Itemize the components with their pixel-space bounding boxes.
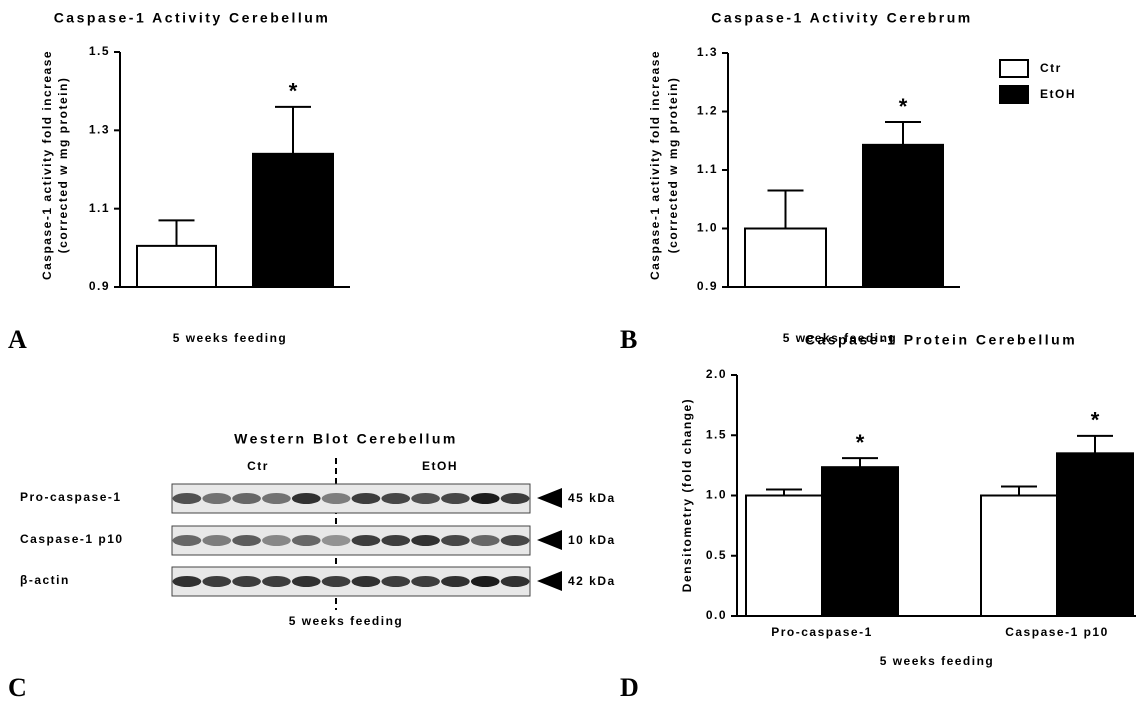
x-axis-label: 5 weeks feeding [289, 614, 404, 628]
x-tick-label: Caspase-1 p10 [1005, 625, 1109, 639]
band [292, 535, 321, 546]
band [173, 493, 202, 504]
y-tick-label: 1.3 [697, 45, 718, 59]
band [411, 576, 440, 587]
y-tick-label: 0.0 [706, 608, 727, 622]
row-label: Pro-caspase-1 [20, 490, 122, 504]
page: A B C D Western Blot Cerebellum Ctr EtOH… [0, 0, 1139, 701]
size-label: 45 kDa [568, 491, 616, 505]
band [411, 535, 440, 546]
y-tick-label: 0.9 [697, 279, 718, 293]
band [441, 493, 470, 504]
band [292, 493, 321, 504]
row-label: Caspase-1 p10 [20, 532, 124, 546]
y-tick-label: 1.5 [706, 427, 727, 441]
band [381, 535, 410, 546]
band [262, 535, 291, 546]
legend-label: EtOH [1040, 87, 1076, 101]
band [262, 576, 291, 587]
y-axis-label: (corrected w mg protein) [666, 77, 680, 254]
y-axis-label: Caspase-1 activity fold increase [40, 50, 54, 280]
band [262, 493, 291, 504]
chart-title: Caspase-1 Protein Cerebellum [805, 332, 1077, 348]
band [471, 535, 500, 546]
band [471, 493, 500, 504]
band [292, 576, 321, 587]
significance: * [856, 430, 865, 455]
y-tick-label: 1.2 [697, 104, 718, 118]
group-label: EtOH [422, 459, 458, 473]
bar [981, 496, 1057, 617]
legend-swatch [1000, 86, 1028, 103]
significance: * [899, 94, 908, 119]
band [352, 576, 381, 587]
y-tick-label: 1.1 [89, 201, 110, 215]
bar [863, 145, 943, 287]
bar [822, 467, 898, 616]
band [232, 493, 261, 504]
y-axis-label: Densitometry (fold change) [680, 398, 694, 592]
panel-label: A [8, 325, 27, 354]
row-label: β-actin [20, 573, 70, 587]
bar [137, 246, 216, 287]
band [471, 576, 500, 587]
y-tick-label: 0.9 [89, 279, 110, 293]
figure: A B C D Western Blot Cerebellum Ctr EtOH… [0, 0, 1139, 701]
band [441, 535, 470, 546]
legend-label: Ctr [1040, 61, 1062, 75]
band [202, 493, 231, 504]
band [501, 493, 530, 504]
blot-title: Western Blot Cerebellum [234, 431, 458, 447]
size-label: 10 kDa [568, 533, 616, 547]
band [441, 576, 470, 587]
bar [746, 496, 822, 617]
y-tick-label: 1.5 [89, 44, 110, 58]
band [322, 576, 351, 587]
arrowhead [537, 488, 562, 508]
size-label: 42 kDa [568, 574, 616, 588]
band [232, 535, 261, 546]
y-tick-label: 0.5 [706, 548, 727, 562]
group-label: Ctr [247, 459, 269, 473]
band [202, 535, 231, 546]
bar [1057, 453, 1133, 616]
chart-title: Caspase-1 Activity Cerebellum [54, 10, 331, 26]
band [202, 576, 231, 587]
y-axis-label: Caspase-1 activity fold increase [648, 50, 662, 280]
band [381, 493, 410, 504]
band [173, 535, 202, 546]
band [381, 576, 410, 587]
significance: * [1091, 408, 1100, 433]
x-tick-label: Pro-caspase-1 [771, 625, 873, 639]
band [352, 493, 381, 504]
band [232, 576, 261, 587]
band [322, 493, 351, 504]
band [322, 535, 351, 546]
y-tick-label: 2.0 [706, 367, 727, 381]
significance: * [289, 79, 298, 104]
band [411, 493, 440, 504]
y-tick-label: 1.0 [706, 488, 727, 502]
legend-swatch [1000, 60, 1028, 77]
bar [253, 154, 333, 287]
band [352, 535, 381, 546]
y-axis-label: (corrected w mg protein) [56, 77, 70, 254]
band [501, 576, 530, 587]
panel-label: D [620, 673, 639, 701]
y-tick-label: 1.1 [697, 162, 718, 176]
arrowhead [537, 530, 562, 550]
y-tick-label: 1.3 [89, 123, 110, 137]
panel-label: C [8, 673, 27, 701]
panel-label: B [620, 325, 637, 354]
x-axis-label: 5 weeks feeding [880, 654, 995, 668]
band [173, 576, 202, 587]
y-tick-label: 1.0 [697, 221, 718, 235]
x-axis-label: 5 weeks feeding [173, 331, 288, 345]
band [501, 535, 530, 546]
chart-title: Caspase-1 Activity Cerebrum [711, 10, 973, 26]
arrowhead [537, 571, 562, 591]
bar [745, 229, 826, 288]
